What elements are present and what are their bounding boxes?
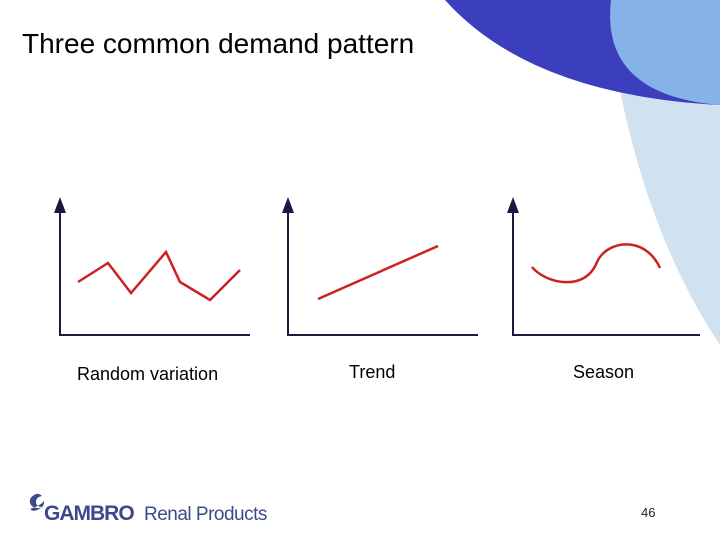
curve (317, 244, 439, 301)
axes (54, 197, 250, 336)
diagram-label: Trend (349, 362, 395, 382)
diagram-random: Random variation (54, 197, 250, 384)
axes (507, 197, 700, 336)
title: Three common demand pattern (22, 28, 414, 59)
curve (77, 249, 241, 302)
axes (282, 197, 478, 336)
diagram-label: Season (573, 362, 634, 382)
diagram-season: Season (507, 197, 700, 382)
curve (531, 243, 662, 284)
logo-product: Renal Products (144, 504, 267, 525)
diagram-trend: Trend (282, 197, 478, 382)
logo-icon (29, 493, 45, 511)
background-arc (610, 0, 720, 105)
logo: GAMBRO Renal Products (29, 493, 267, 525)
page-number: 46 (641, 505, 655, 520)
logo-brand: GAMBRO (44, 502, 134, 525)
diagram-label: Random variation (77, 364, 218, 384)
